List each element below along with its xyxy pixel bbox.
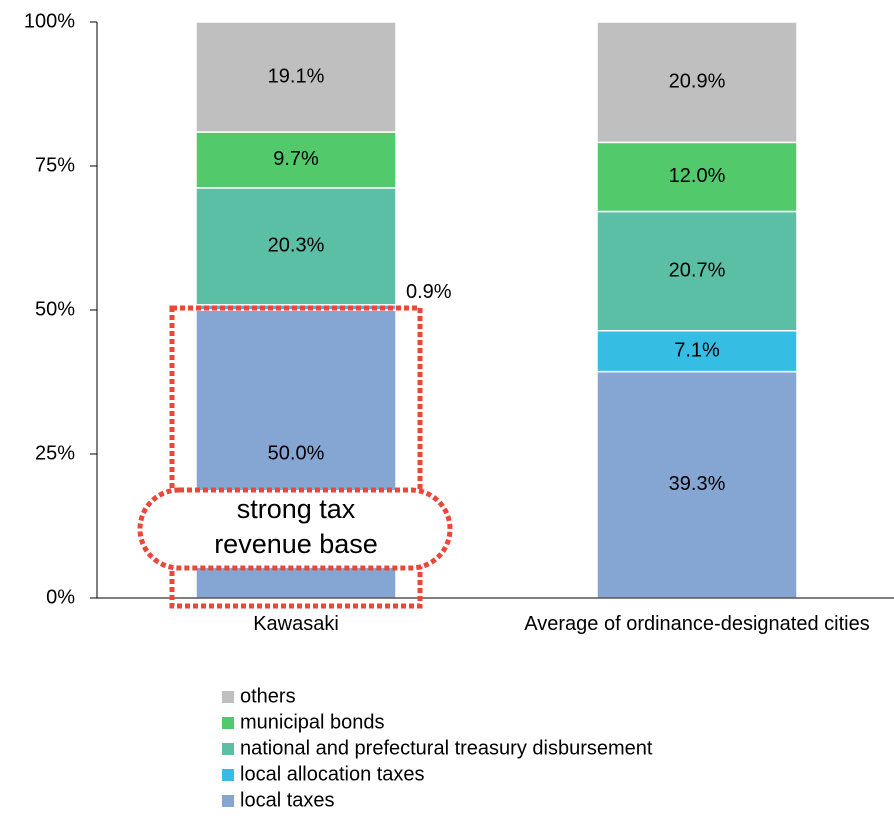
y-tick-label: 50% xyxy=(35,298,75,320)
legend-swatch xyxy=(222,691,234,703)
bar-segment xyxy=(596,329,798,373)
legend-label: municipal bonds xyxy=(240,711,385,733)
bar-segment xyxy=(195,131,397,189)
data-label: 19.1% xyxy=(268,65,325,87)
y-tick-label: 25% xyxy=(35,442,75,464)
bar-segment xyxy=(596,370,798,599)
highlight-box xyxy=(169,305,423,609)
y-tick-label: 75% xyxy=(35,154,75,176)
x-tick-label: Kawasaki xyxy=(253,613,339,635)
legend-label: others xyxy=(240,685,296,707)
data-label: 20.9% xyxy=(669,70,726,92)
data-label: 20.7% xyxy=(669,259,726,281)
bar-segment xyxy=(596,21,798,144)
y-tick-label: 0% xyxy=(46,586,75,608)
legend-label: local allocation taxes xyxy=(240,763,425,785)
legend-label: local taxes xyxy=(240,789,335,811)
legend-swatch xyxy=(222,717,234,729)
x-tick-label: Average of ordinance-designated cities xyxy=(524,613,870,635)
plot-area: 0% 25% 50% 75% 100% 50.0% 0.9% 20.3% 9.7% 19.1% 39… xyxy=(24,10,894,811)
legend-swatch xyxy=(222,769,234,781)
annotation: strong tax revenue base xyxy=(137,305,453,609)
annotation-text: strong tax xyxy=(237,494,356,524)
data-label: 9.7% xyxy=(273,148,319,170)
data-label: 0.9% xyxy=(406,281,452,303)
data-label: 20.3% xyxy=(268,235,325,257)
data-label: 50.0% xyxy=(268,442,325,464)
data-label: 12.0% xyxy=(669,165,726,187)
legend-swatch xyxy=(222,743,234,755)
data-label: 7.1% xyxy=(674,339,720,361)
annotation-text: revenue base xyxy=(214,529,378,559)
y-tick-label: 100% xyxy=(24,10,75,32)
annotation-pill xyxy=(137,487,453,571)
bar-segment xyxy=(195,21,397,133)
legend-label: national and prefectural treasury disbur… xyxy=(240,737,653,759)
bar-segment xyxy=(195,187,397,306)
legend-swatch xyxy=(222,795,234,807)
data-label: 39.3% xyxy=(669,473,726,495)
